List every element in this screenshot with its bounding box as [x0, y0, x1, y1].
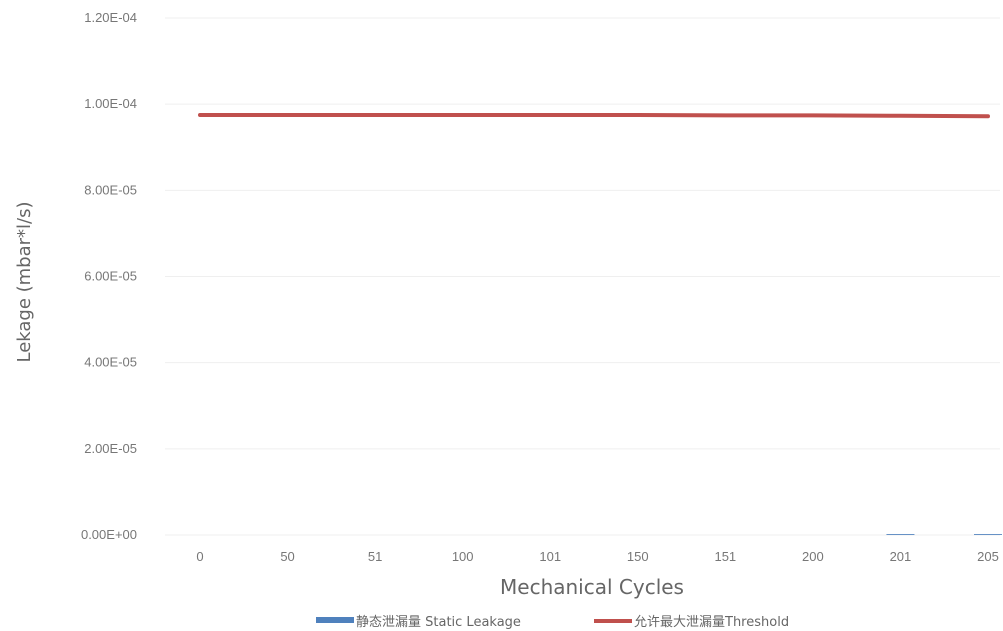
- y-tick-label: 1.20E-04: [84, 10, 137, 25]
- legend: 静态泄漏量 Static Leakage 允许最大泄漏量Threshold: [316, 614, 789, 630]
- x-tick-label: 100: [452, 549, 474, 564]
- legend-label-threshold: 允许最大泄漏量Threshold: [634, 614, 789, 630]
- x-tick-label: 50: [280, 549, 294, 564]
- bars-layer: [886, 534, 1002, 535]
- x-tick-label: 101: [539, 549, 561, 564]
- y-tick-label: 4.00E-05: [84, 355, 137, 370]
- x-axis-title: Mechanical Cycles: [500, 575, 684, 599]
- x-tick-label: 200: [802, 549, 824, 564]
- bar-static-leakage: [886, 534, 915, 535]
- x-tick-label: 0: [196, 549, 203, 564]
- y-tick-label: 1.00E-04: [84, 96, 137, 111]
- x-axis-ticks: 0 50 51 100 101 150 151 200 201 205: [196, 549, 998, 564]
- grid-layer: [165, 17, 1000, 536]
- x-tick-label: 151: [714, 549, 736, 564]
- x-tick-label: 201: [890, 549, 912, 564]
- y-tick-label: 6.00E-05: [84, 269, 137, 284]
- legend-item-threshold: 允许最大泄漏量Threshold: [594, 614, 789, 630]
- legend-label-static-leakage: 静态泄漏量 Static Leakage: [356, 614, 521, 630]
- legend-swatch-static-leakage: [316, 617, 354, 623]
- x-tick-label: 150: [627, 549, 649, 564]
- legend-item-static-leakage: 静态泄漏量 Static Leakage: [316, 614, 521, 630]
- bar-static-leakage: [974, 534, 1002, 535]
- y-axis-title: Lekage (mbar*l/s): [14, 201, 35, 362]
- y-tick-label: 8.00E-05: [84, 182, 137, 197]
- y-axis-ticks: 1.20E-04 1.00E-04 8.00E-05 6.00E-05 4.00E-05…: [81, 10, 137, 542]
- y-tick-label: 0.00E+00: [81, 527, 137, 542]
- y-tick-label: 2.00E-05: [84, 441, 137, 456]
- line-layer: [198, 112, 990, 119]
- x-tick-label: 205: [977, 549, 999, 564]
- threshold-line: [198, 112, 990, 119]
- x-tick-label: 51: [368, 549, 382, 564]
